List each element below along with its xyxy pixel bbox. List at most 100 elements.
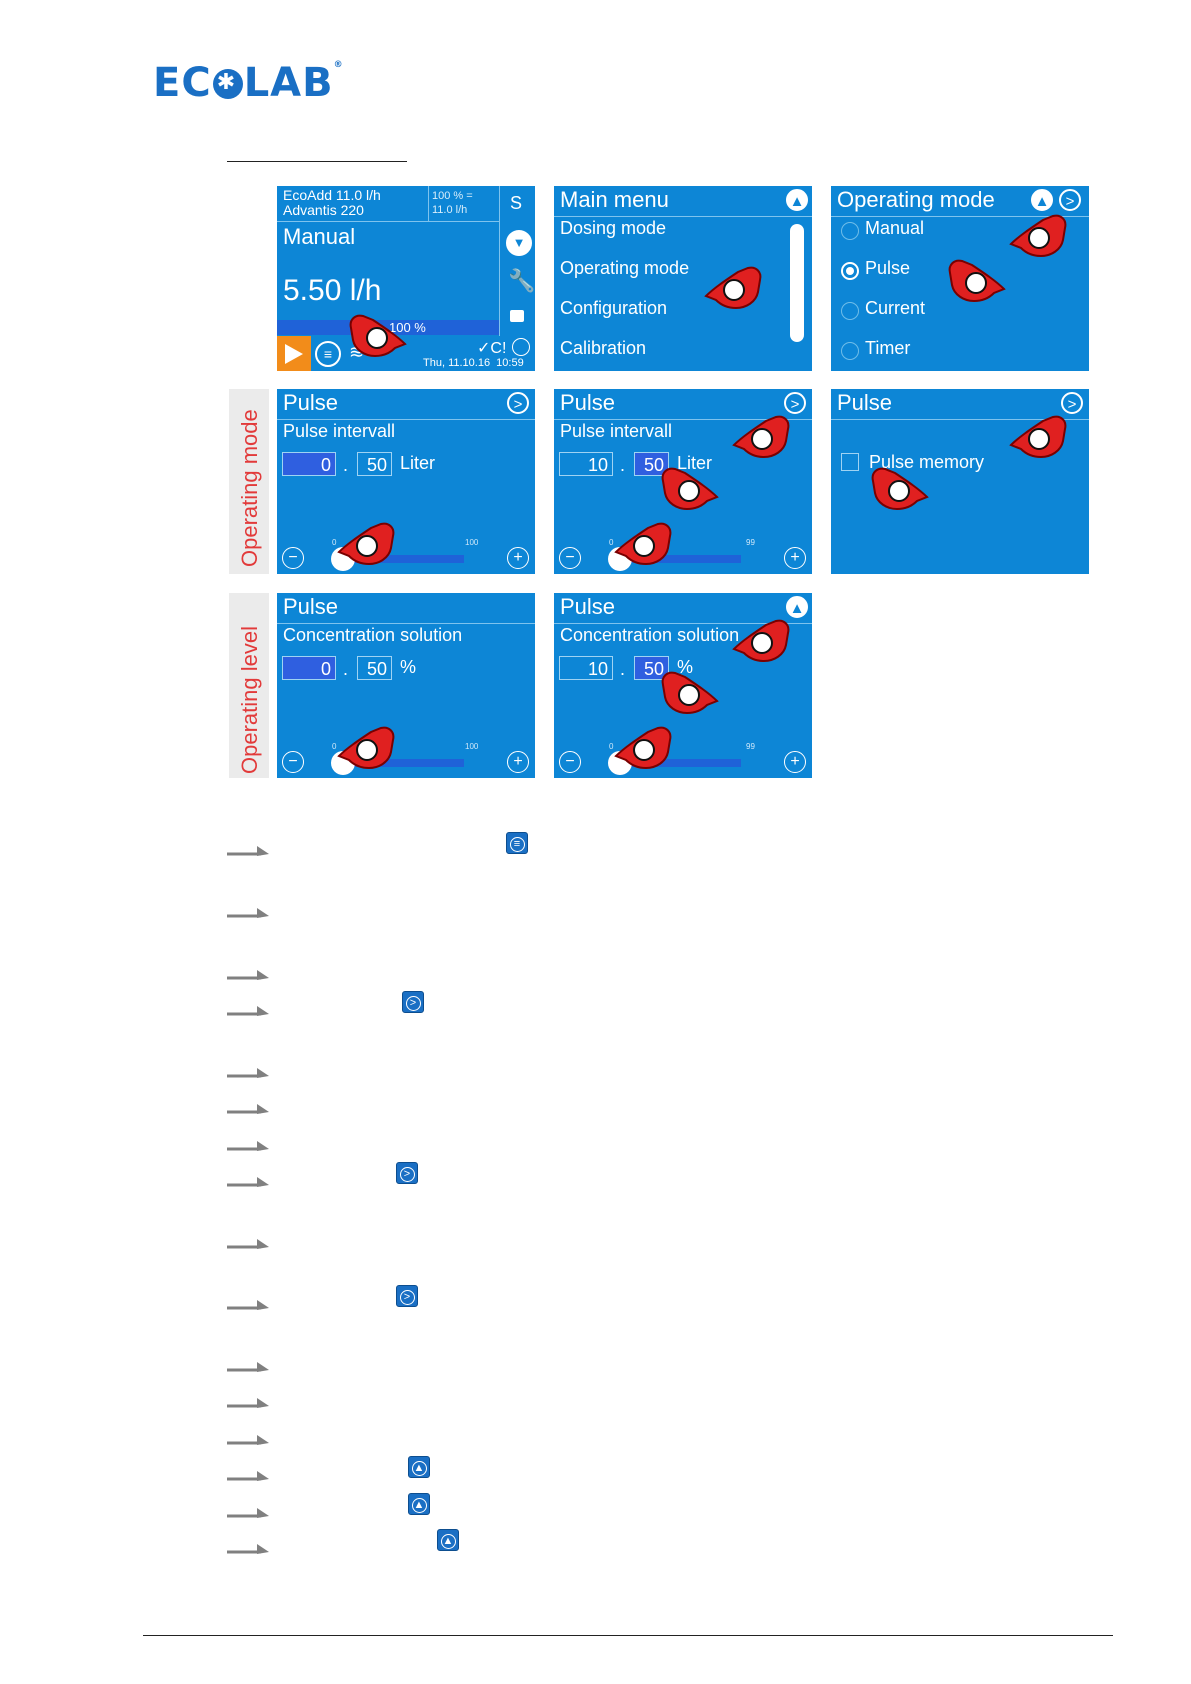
minus-button[interactable]: −: [559, 547, 581, 569]
device-name: EcoAdd 11.0 l/h: [283, 187, 381, 203]
side-label-operating-level: Operating level: [229, 593, 269, 778]
pointer-hand-icon: [1010, 415, 1067, 458]
pulse-title: Pulse: [283, 390, 339, 415]
plus-button[interactable]: +: [784, 751, 806, 773]
concentration-label: Concentration solution: [283, 625, 463, 645]
pulse-memory-label[interactable]: Pulse memory: [869, 452, 985, 472]
slider-max: 99: [746, 742, 755, 751]
next-button-icon[interactable]: >: [1061, 392, 1083, 414]
minus-button[interactable]: −: [559, 751, 581, 773]
side-label-operating-mode: Operating mode: [229, 389, 269, 574]
down-arrow-icon[interactable]: ▼: [506, 230, 532, 256]
plus-button[interactable]: +: [507, 751, 529, 773]
pulse-title: Pulse: [560, 390, 616, 415]
slider-track[interactable]: [616, 759, 741, 767]
status-text: ✓C!: [477, 340, 507, 357]
slider-max: 99: [746, 538, 755, 547]
device-model: Advantis 220: [283, 202, 364, 218]
up-icon: ▲: [408, 1493, 430, 1515]
screen-main-menu: Main menu ▲ Dosing mode Operating mode C…: [554, 186, 812, 371]
decimal-dot: .: [620, 659, 626, 679]
slider-max: 100: [465, 742, 479, 751]
radio-manual[interactable]: [841, 222, 859, 240]
radio-current[interactable]: [841, 302, 859, 320]
rate-value: 11.0 l/h: [432, 204, 468, 216]
step-arrow-icon: [227, 1237, 269, 1250]
flow-value: 5.50 l/h: [283, 274, 382, 307]
scrollbar[interactable]: [790, 224, 804, 342]
concentration-label: Concentration solution: [560, 625, 740, 645]
step-arrow-icon: [227, 1506, 269, 1519]
integer-field[interactable]: 10: [559, 656, 613, 680]
slider-min: 0: [332, 538, 337, 547]
pulse-memory-checkbox[interactable]: [841, 453, 859, 471]
play-button[interactable]: [277, 336, 311, 371]
menu-item-configuration[interactable]: Configuration: [560, 298, 668, 318]
menu-item-operating-mode[interactable]: Operating mode: [560, 258, 690, 278]
pointer-hand-icon: [705, 266, 762, 309]
option-timer[interactable]: Timer: [865, 338, 911, 358]
option-manual[interactable]: Manual: [865, 218, 925, 238]
slider-track[interactable]: [616, 555, 741, 563]
user-icon[interactable]: [512, 338, 530, 356]
step-arrow-icon: [227, 844, 269, 857]
slider-track[interactable]: [339, 555, 464, 563]
step-arrow-icon: [227, 1298, 269, 1311]
decimal-dot: .: [343, 659, 349, 679]
integer-field[interactable]: 10: [559, 452, 613, 476]
menu-item-calibration[interactable]: Calibration: [560, 338, 647, 358]
plus-button[interactable]: +: [784, 547, 806, 569]
step-arrow-icon: [227, 906, 269, 919]
s-button[interactable]: S: [510, 193, 523, 213]
decimal-field[interactable]: 50: [357, 452, 392, 476]
progress-bar: [277, 320, 499, 335]
slider-min: 0: [609, 742, 614, 751]
pointer-hand-icon: [615, 726, 672, 769]
header-rule: [227, 161, 407, 162]
screen-concentration-2: Pulse ▲ Concentration solution 10 . 50 %…: [554, 593, 812, 778]
progress-label: 100 %: [389, 320, 426, 335]
next-icon: >: [396, 1162, 418, 1184]
operating-mode-title: Operating mode: [837, 187, 995, 212]
screen-concentration-1: Pulse Concentration solution 0 . 50 % 0 …: [277, 593, 535, 778]
integer-field[interactable]: 0: [282, 656, 336, 680]
menu-icon: ≡: [506, 832, 528, 854]
screen-home: EcoAdd 11.0 l/h Advantis 220 100 % = 11.…: [277, 186, 535, 371]
next-icon: >: [402, 991, 424, 1013]
step-arrow-icon: [227, 1469, 269, 1482]
up-button-icon[interactable]: ▲: [1031, 189, 1053, 211]
up-icon: ▲: [437, 1529, 459, 1551]
decimal-field[interactable]: 50: [634, 656, 669, 680]
up-button-icon[interactable]: ▲: [786, 189, 808, 211]
radio-pulse[interactable]: [841, 262, 859, 280]
plus-button[interactable]: +: [507, 547, 529, 569]
mode-label: Manual: [283, 224, 356, 249]
unit-label: %: [400, 657, 417, 677]
pointer-hand-icon: [615, 522, 672, 565]
radio-timer[interactable]: [841, 342, 859, 360]
next-button-icon[interactable]: >: [784, 392, 806, 414]
integer-field[interactable]: 0: [282, 452, 336, 476]
up-button-icon[interactable]: ▲: [786, 596, 808, 618]
decimal-dot: .: [343, 455, 349, 475]
lock-icon[interactable]: [510, 310, 524, 322]
slider-track[interactable]: [339, 759, 464, 767]
next-button-icon[interactable]: >: [507, 392, 529, 414]
option-current[interactable]: Current: [865, 298, 926, 318]
option-pulse[interactable]: Pulse: [865, 258, 911, 278]
wrench-icon[interactable]: 🔧: [508, 268, 535, 293]
minus-button[interactable]: −: [282, 547, 304, 569]
menu-button[interactable]: ≡: [315, 341, 341, 367]
step-arrow-icon: [227, 1542, 269, 1555]
unit-label: Liter: [400, 453, 436, 473]
step-arrow-icon: [227, 1175, 269, 1188]
menu-item-dosing-mode[interactable]: Dosing mode: [560, 218, 667, 238]
minus-button[interactable]: −: [282, 751, 304, 773]
step-arrow-icon: [227, 1102, 269, 1115]
unit-label: %: [677, 657, 694, 677]
next-button-icon[interactable]: >: [1059, 189, 1081, 211]
decimal-field[interactable]: 50: [357, 656, 392, 680]
pointer-hand-icon: [338, 522, 395, 565]
decimal-field[interactable]: 50: [634, 452, 669, 476]
pointer-hand-icon: [349, 314, 406, 357]
